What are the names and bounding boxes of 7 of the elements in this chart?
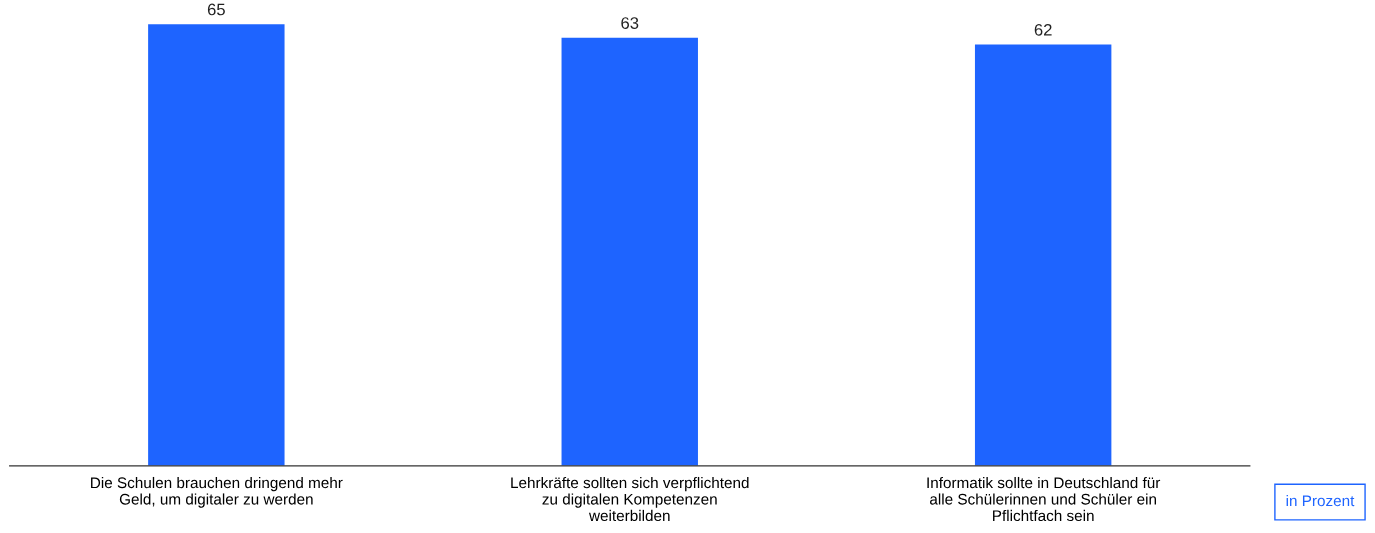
data-label: 62 (1034, 23, 1052, 36)
text: in Prozent (1286, 494, 1355, 507)
x-tick-label: Die Schulen brauchen dringend mehr Geld, um digitaler zu werden (91, 476, 343, 508)
x-tick-label: Informatik sollte in Deutschland für alle Schülerinnen und Schüler ein Pflichtfach sein (927, 476, 1161, 522)
x-tick-label: Lehrkräfte sollten sich verpflichtend zu digitalen Kompetenzen weiterbilden (511, 476, 749, 522)
data-label: 65 (207, 3, 225, 16)
data-label: 63 (621, 17, 639, 29)
